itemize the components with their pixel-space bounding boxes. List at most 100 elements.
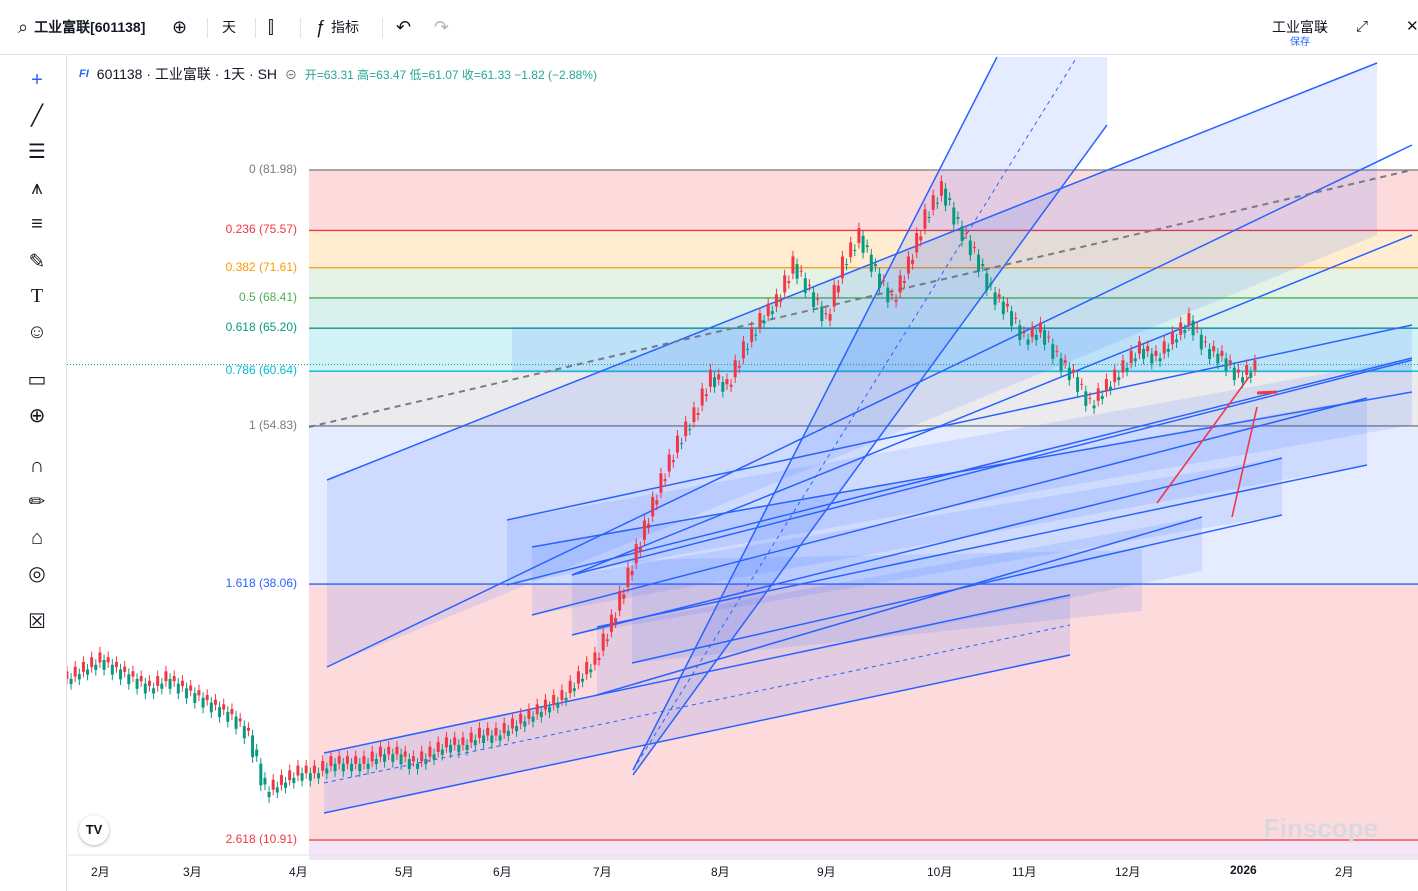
candle-body [230, 709, 234, 715]
magnet-icon[interactable]: ∩ [29, 455, 45, 477]
candle-body [1208, 348, 1212, 359]
candle-body [366, 763, 370, 769]
candle-body [836, 285, 840, 293]
trendline-icon[interactable]: ╱ [30, 105, 44, 127]
candle-body [750, 327, 754, 342]
candle-body [552, 694, 556, 705]
candle-body [1183, 330, 1187, 333]
trend-line [326, 62, 1378, 481]
candle-body [1022, 331, 1026, 333]
measure-icon[interactable]: ≡ [31, 213, 43, 235]
candle-body [737, 365, 741, 368]
candle-body [209, 702, 213, 713]
candle-body [812, 292, 816, 307]
candle-body [251, 735, 255, 758]
x-axis-label: 2026 [1230, 863, 1257, 877]
crosshair-icon[interactable]: + [31, 69, 43, 91]
candle-body [180, 680, 184, 686]
candle-body [543, 699, 547, 710]
zoom-icon[interactable]: ⊕ [28, 405, 46, 427]
trend-line [323, 654, 1071, 814]
trash-icon[interactable]: ☒ [28, 611, 46, 633]
save-label[interactable]: 保存 [1290, 37, 1310, 48]
candle-body [758, 313, 762, 328]
candle-body [1059, 358, 1063, 371]
legend-toggle-icon[interactable]: ⊝ [285, 65, 297, 82]
fullscreen-button[interactable]: ⤢ [1356, 16, 1368, 38]
candle-body [845, 264, 849, 266]
candle-body [1034, 334, 1038, 340]
candle-body [638, 547, 642, 552]
candle-body [490, 735, 494, 743]
candle-body [110, 664, 114, 675]
compare-button[interactable]: ⊕ [172, 16, 187, 38]
candle-body [952, 207, 956, 225]
candle-body [873, 264, 877, 266]
candle-body [721, 381, 725, 392]
chart-type-button[interactable]: ⫿ [268, 16, 274, 38]
fib-icon[interactable]: ☰ [28, 141, 46, 163]
indicators-label: 指标 [331, 19, 360, 35]
finscope-watermark: Finscope [1263, 813, 1378, 843]
candle-body [1018, 325, 1022, 340]
layout-menu-button[interactable]: ⌄ [1318, 16, 1328, 38]
candle-body [506, 730, 510, 736]
candle-body [407, 759, 411, 769]
candle-body [205, 694, 209, 701]
candle-body [86, 669, 90, 675]
legend-title: 601138 · 工业富联 · 1天 · SH [96, 66, 278, 82]
lock-icon[interactable]: ⌂ [30, 527, 44, 549]
candle-body [271, 779, 275, 790]
candle-body [284, 782, 288, 788]
candle-body [1154, 350, 1158, 357]
chart-canvas[interactable] [67, 55, 1418, 891]
tradingview-logo[interactable]: TV [79, 815, 109, 845]
trend-line [596, 464, 1368, 628]
annotation-line [1231, 406, 1258, 518]
candles-icon: ⫿ [268, 17, 274, 37]
candle-body [288, 770, 292, 781]
layout-title: 工业富联 [1272, 19, 1328, 35]
pattern-icon[interactable]: ⩚ [31, 177, 43, 199]
candle-body [465, 744, 469, 751]
eye-icon[interactable]: ◎ [28, 563, 46, 585]
candle-body [1166, 348, 1170, 352]
candle-body [469, 732, 473, 743]
candle-body [189, 685, 193, 691]
candle-body [585, 661, 589, 675]
layout-name[interactable]: 工业富联 保存 [1272, 20, 1328, 50]
candle-body [1212, 346, 1216, 352]
candle-body [1158, 358, 1162, 362]
ruler-icon[interactable]: ▭ [27, 369, 47, 391]
candle-body [717, 374, 721, 380]
redo-button[interactable]: ↷ [434, 16, 449, 38]
candle-body [774, 294, 778, 307]
candle-body [667, 454, 671, 472]
candle-body [337, 756, 341, 764]
candle-body [502, 723, 506, 734]
close-button[interactable]: ✕ [1406, 16, 1418, 38]
symbol-search[interactable]: ⌕ 工业富联[601138] [18, 16, 145, 38]
trend-line [631, 514, 1283, 664]
x-axis-label: 11月 [1012, 865, 1037, 879]
text-icon[interactable]: T [30, 285, 44, 307]
candle-body [882, 280, 886, 282]
candle-body [1175, 339, 1179, 343]
candle-body [762, 320, 766, 324]
chevron-down-icon: ⌄ [1318, 20, 1329, 34]
candle-body [461, 737, 465, 745]
candle-body [185, 688, 189, 699]
brush-icon[interactable]: ✎ [28, 251, 46, 273]
emoji-icon[interactable]: ☺ [26, 321, 48, 343]
candle-body [1249, 372, 1253, 378]
candle-body [1146, 346, 1150, 352]
chart-pane[interactable]: FI 601138 · 工业富联 · 1天 · SH ⊝ 开=63.31 高=6… [67, 55, 1418, 891]
undo-button[interactable]: ↶ [396, 16, 411, 38]
fib-label: 1 (54.83) [248, 417, 297, 432]
candle-body [238, 718, 242, 722]
interval-button[interactable]: 天 [222, 19, 236, 35]
indicators-button[interactable]: ƒ 指标 [315, 16, 359, 38]
channel-zone [512, 327, 1412, 373]
candle-body [213, 699, 217, 705]
lock-draw-icon[interactable]: ✏ [28, 491, 46, 513]
